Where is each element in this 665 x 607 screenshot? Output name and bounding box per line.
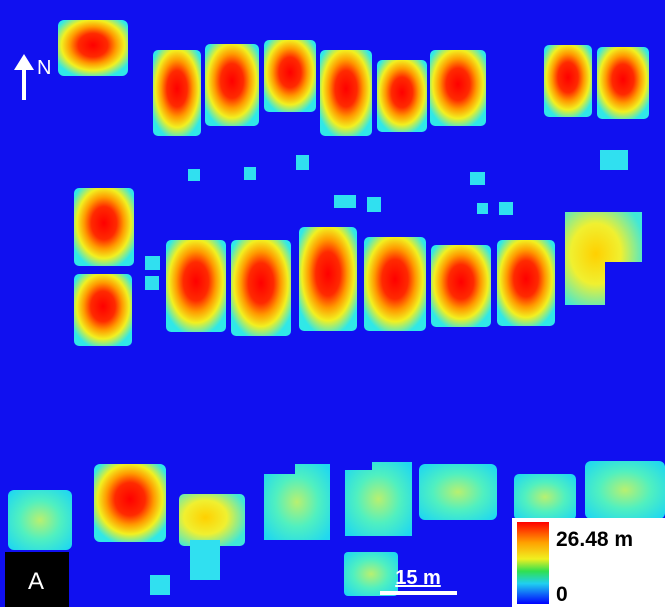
structure — [477, 203, 488, 214]
building — [264, 40, 316, 112]
building — [264, 464, 330, 540]
building — [74, 188, 134, 266]
building — [74, 274, 132, 346]
structure — [145, 276, 159, 290]
north-label: N — [37, 57, 51, 79]
building — [179, 494, 245, 546]
building — [344, 552, 398, 596]
building — [430, 50, 486, 126]
structure — [470, 172, 485, 185]
building — [419, 464, 497, 520]
building — [597, 47, 649, 119]
structure — [244, 167, 256, 180]
page: N A 15 m 26.48 m 0 (() => { const data =… — [0, 0, 665, 607]
building — [345, 462, 412, 536]
building — [205, 44, 259, 126]
structure — [600, 150, 628, 170]
building — [364, 237, 426, 331]
scale-bar-label: 15 m — [395, 567, 441, 589]
panel-label: A — [28, 568, 44, 595]
building — [166, 240, 226, 332]
building — [8, 490, 72, 550]
building — [58, 20, 128, 76]
building — [585, 461, 665, 519]
structure — [188, 169, 200, 181]
building — [431, 245, 491, 327]
building — [544, 45, 592, 117]
building — [94, 464, 166, 542]
building — [231, 240, 291, 336]
building — [153, 50, 201, 136]
structure — [334, 195, 356, 208]
building — [190, 540, 220, 580]
colorbar-max-label: 26.48 m — [556, 528, 633, 551]
structure — [499, 202, 513, 215]
building — [150, 575, 170, 595]
colorbar-min-label: 0 — [556, 583, 568, 606]
colorbar — [517, 522, 549, 604]
building — [497, 240, 555, 326]
height-map: N A 15 m 26.48 m 0 — [0, 0, 665, 607]
structure — [145, 256, 160, 270]
building — [514, 474, 576, 520]
building — [299, 227, 357, 331]
building — [320, 50, 372, 136]
building — [377, 60, 427, 132]
structure — [367, 197, 381, 212]
structure — [296, 155, 309, 170]
